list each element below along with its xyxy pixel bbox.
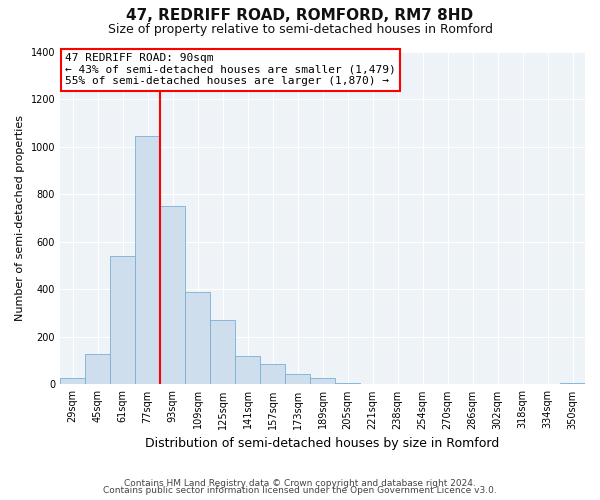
- X-axis label: Distribution of semi-detached houses by size in Romford: Distribution of semi-detached houses by …: [145, 437, 500, 450]
- Text: Size of property relative to semi-detached houses in Romford: Size of property relative to semi-detach…: [107, 22, 493, 36]
- Bar: [285, 374, 310, 384]
- Bar: [335, 382, 360, 384]
- Bar: [560, 382, 585, 384]
- Bar: [210, 320, 235, 384]
- Text: Contains public sector information licensed under the Open Government Licence v3: Contains public sector information licen…: [103, 486, 497, 495]
- Bar: [185, 292, 210, 384]
- Text: Contains HM Land Registry data © Crown copyright and database right 2024.: Contains HM Land Registry data © Crown c…: [124, 478, 476, 488]
- Bar: [60, 378, 85, 384]
- Bar: [110, 256, 135, 384]
- Bar: [235, 356, 260, 384]
- Bar: [160, 206, 185, 384]
- Bar: [135, 136, 160, 384]
- Y-axis label: Number of semi-detached properties: Number of semi-detached properties: [15, 115, 25, 321]
- Text: 47 REDRIFF ROAD: 90sqm
← 43% of semi-detached houses are smaller (1,479)
55% of : 47 REDRIFF ROAD: 90sqm ← 43% of semi-det…: [65, 53, 396, 86]
- Bar: [260, 364, 285, 384]
- Bar: [310, 378, 335, 384]
- Bar: [85, 354, 110, 384]
- Text: 47, REDRIFF ROAD, ROMFORD, RM7 8HD: 47, REDRIFF ROAD, ROMFORD, RM7 8HD: [127, 8, 473, 22]
